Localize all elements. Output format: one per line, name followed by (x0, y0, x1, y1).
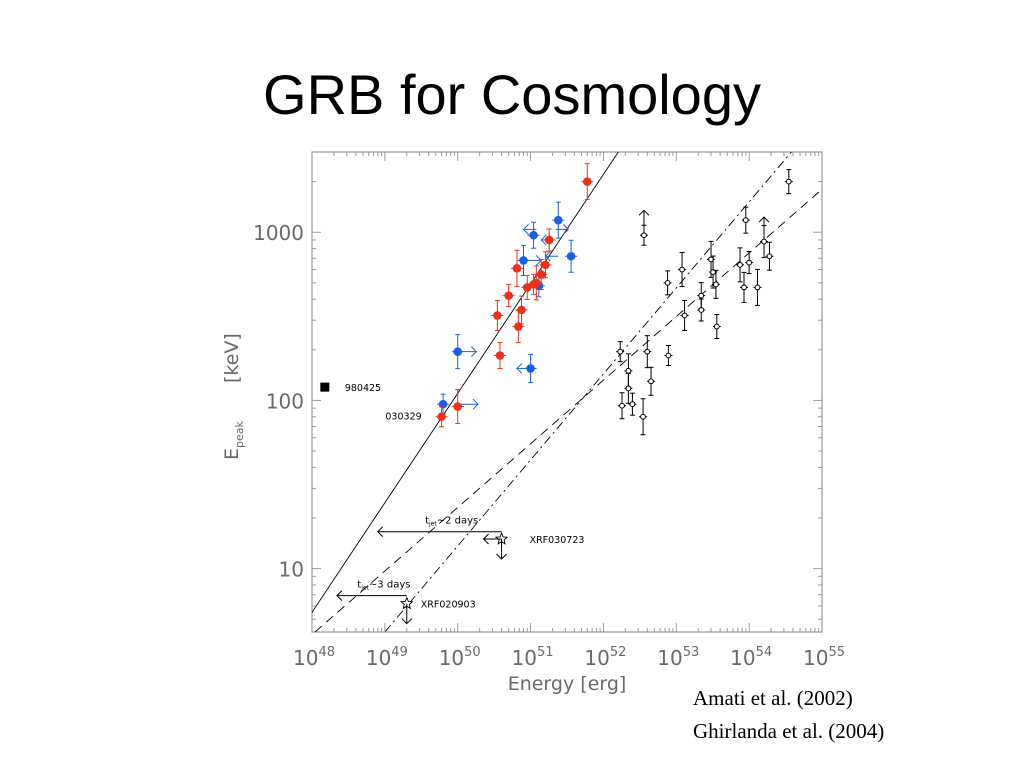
blue-data-point (519, 256, 528, 265)
y-tick-label: 10 (279, 558, 304, 582)
blue-data-point (438, 399, 448, 409)
limit-arrow-head (758, 216, 770, 223)
limit-arrows (457, 209, 770, 410)
black-data-point (754, 284, 761, 291)
grb030329-label: 030329 (385, 412, 421, 423)
red-data-point (541, 260, 550, 270)
limit-arrow-head (638, 209, 650, 216)
red-data-point (514, 322, 523, 331)
xrf-label: XRF020903 (421, 600, 476, 611)
xrf-down-arrow-head (496, 553, 507, 560)
jet-limit-arrow-head (336, 590, 343, 602)
axis-labels: 1048 1049 1050 1051 1052 1053 1054 1055 10 100 100… (221, 221, 845, 695)
red-data-point (504, 291, 513, 300)
red-data-point (495, 351, 505, 360)
x-tick-label: 1050 (439, 645, 481, 670)
red-data-point (512, 264, 522, 273)
black-data-point (698, 307, 705, 313)
y-axis-label: Epeak (221, 420, 246, 460)
red-data-point (536, 270, 546, 279)
x-axis-label: Energy [erg] (508, 673, 627, 695)
slide-title: GRB for Cosmology (263, 63, 761, 126)
blue-data-point (453, 347, 463, 356)
x-tick-label: 1054 (730, 645, 772, 670)
x-tick-label: 1051 (512, 645, 554, 670)
limit-arrow-head (516, 363, 523, 374)
jet-time-label: tjet~2 days (425, 516, 478, 528)
red-data-point (453, 402, 463, 411)
black-data-point (664, 279, 671, 286)
citation-amati: Amati et al. (2002) (693, 686, 853, 710)
x-tick-label: 1052 (584, 645, 626, 670)
black-data-point (640, 413, 646, 420)
y-tick-label: 100 (266, 389, 304, 413)
citation-ghirlanda: Ghirlanda et al. (2004) (693, 719, 885, 743)
plot-frame (311, 151, 823, 633)
red-data-point (493, 311, 502, 320)
x-tick-label: 1055 (803, 645, 845, 670)
red-data-point (582, 177, 592, 186)
red-data-point (517, 305, 526, 315)
axis-ticks (311, 151, 823, 632)
limit-arrow-head (472, 398, 479, 410)
black-data-point (617, 348, 624, 355)
black-data-point (761, 238, 767, 245)
grb980425-label: 980425 (345, 383, 381, 394)
black-data-point (742, 217, 749, 224)
black-data-point (625, 367, 632, 374)
black-data-point (713, 323, 720, 330)
black-data-point (619, 402, 625, 409)
fit-line-dash-dot (384, 152, 792, 632)
black-data-point (766, 253, 773, 260)
blue-data-point (553, 215, 563, 225)
red-data-point (544, 235, 554, 245)
black-data-point (737, 261, 743, 268)
limit-arrow-head (562, 224, 570, 235)
limit-arrow-head (522, 224, 529, 235)
y-tick-label: 1000 (253, 221, 304, 245)
black-data-point (665, 352, 672, 359)
red-data-point (532, 278, 541, 288)
blue-data-point (526, 364, 535, 373)
blue-data-point (566, 251, 576, 261)
annotations: XRF030723 XRF020903 tjet~2 days tjet~3 days… (320, 382, 585, 625)
black-data-point (648, 378, 654, 385)
grb980425-marker (320, 382, 330, 392)
xrf-label: XRF030723 (530, 535, 585, 546)
black-data-point (681, 312, 688, 319)
x-tick-label: 1053 (657, 645, 699, 670)
black-data-point (713, 281, 719, 288)
red-data-point (437, 412, 446, 422)
x-tick-label: 1049 (366, 645, 408, 670)
jet-time-label: tjet~3 days (357, 580, 410, 592)
black-data-point (785, 178, 792, 185)
limit-arrow-head (540, 234, 547, 246)
black-data-point (629, 401, 636, 408)
blue-data-point (529, 230, 538, 240)
xrf-left-arrow-head (482, 533, 489, 545)
data-points (435, 163, 793, 436)
black-data-point (644, 348, 651, 355)
black-data-point (741, 284, 747, 291)
xrf-down-arrow-head (401, 618, 413, 625)
x-tick-label: 1048 (293, 645, 335, 670)
limit-arrow-head (470, 346, 478, 358)
black-data-point (698, 292, 705, 299)
black-data-point (746, 259, 753, 266)
black-data-point (641, 232, 647, 239)
jet-limit-arrow-head (377, 526, 384, 538)
black-data-point (679, 266, 685, 273)
black-data-point (625, 385, 632, 392)
fit-line-dashed (314, 188, 822, 632)
y-axis-unit: [keV] (221, 333, 243, 383)
